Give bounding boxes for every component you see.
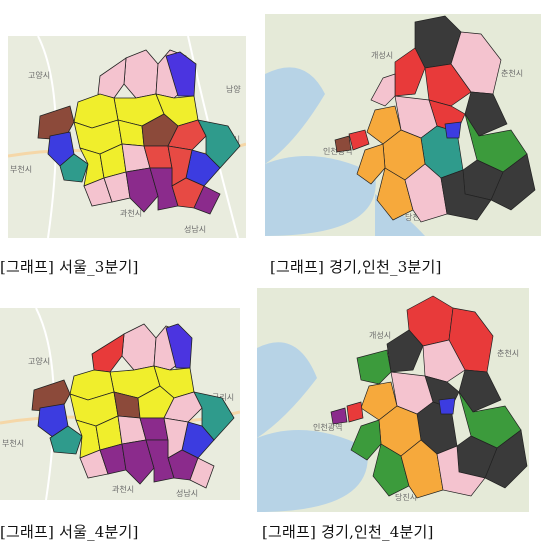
caption-gyeonggi-q4: [그래프] 경기,인천_4분기] [262, 523, 434, 541]
gyeonggi-districts-q3 [334, 15, 536, 223]
label-incheon-q4: 인천광역 [313, 422, 342, 432]
label-gaeseong-q4: 개성시 [369, 330, 391, 340]
label-goyang: 고양시 [28, 71, 50, 80]
gyeonggi-districts-q4 [330, 295, 528, 499]
map-seoul-q3: 고양시 부천시 과천시 성남시 구리시 남양 [8, 36, 246, 238]
label-gwacheon: 과천시 [120, 208, 142, 218]
label-guri-q4: 구리시 [212, 393, 234, 402]
label-seongnam-q4: 성남시 [176, 489, 198, 498]
label-seongnam: 성남시 [184, 225, 206, 234]
map-gyeonggi-q3-svg: 개성시 춘천시 서울 인천광역 당진시 파주시 이천시 [265, 14, 541, 236]
map-gyeonggi-q4-svg: 개성시 춘천시 서울 인천광역 당진시 [257, 288, 529, 512]
label-bucheon-q4: 부천시 [2, 438, 24, 448]
label-namyang: 남양 [226, 85, 241, 94]
caption-gyeonggi-q3: [그래프] 경기,인천_3분기] [270, 258, 442, 276]
caption-seoul-q3: [그래프] 서울_3분기] [0, 258, 139, 276]
label-dangjin: 당진시 [405, 212, 427, 222]
label-chuncheon: 춘천시 [501, 68, 523, 78]
label-goyang-q4: 고양시 [28, 357, 50, 366]
label-chuncheon-q4: 춘천시 [497, 348, 519, 358]
map-gyeonggi-q4: 개성시 춘천시 서울 인천광역 당진시 [257, 288, 529, 512]
map-seoul-q3-svg: 고양시 부천시 과천시 성남시 구리시 남양 [8, 36, 246, 238]
seoul-districts-q4 [31, 323, 235, 489]
caption-seoul-q4: [그래프] 서울_4분기] [0, 523, 139, 541]
map-gyeonggi-q3: 개성시 춘천시 서울 인천광역 당진시 파주시 이천시 [265, 14, 541, 236]
map-seoul-q4: 고양시 부천시 과천시 성남시 구리시 [0, 308, 240, 500]
label-bucheon: 부천시 [10, 164, 32, 174]
label-gwacheon-q4: 과천시 [112, 484, 134, 494]
map-seoul-q4-svg: 고양시 부천시 과천시 성남시 구리시 [0, 308, 240, 500]
label-dangjin-q4: 당진시 [395, 492, 417, 502]
label-gaeseong: 개성시 [371, 50, 393, 60]
seoul-districts-q3 [37, 49, 241, 215]
